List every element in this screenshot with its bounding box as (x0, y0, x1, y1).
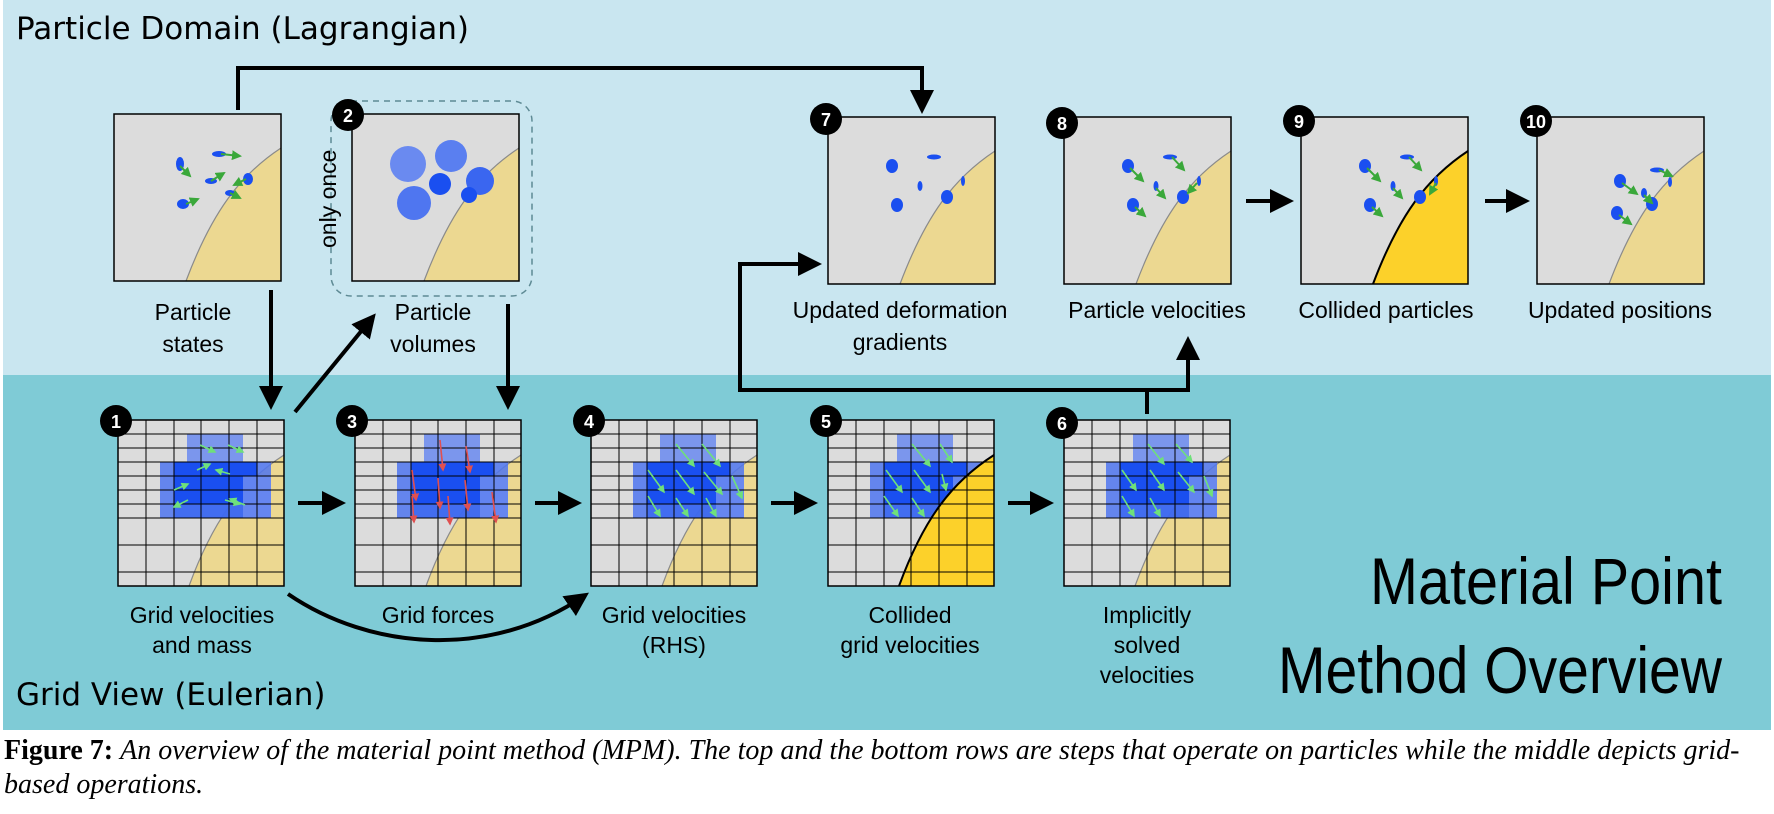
step-badge-9: 9 (1283, 105, 1315, 137)
label-particle-volumes-1: Particle (395, 299, 472, 325)
svg-text:5: 5 (821, 412, 831, 432)
mpm-diagram: Particle Domain (Lagrangian) Grid View (… (3, 0, 1771, 730)
label-g6-2: solved (1114, 632, 1180, 658)
label-g5-2: grid velocities (840, 632, 979, 658)
label-g4-2: (RHS) (642, 632, 706, 658)
label-particle-states-1: Particle (155, 299, 232, 325)
panel-particle-volumes (351, 113, 520, 282)
only-once-dashed-box (330, 100, 533, 297)
label-particle-volumes-2: volumes (390, 331, 476, 357)
label-g3: Grid forces (382, 602, 494, 628)
svg-text:8: 8 (1057, 114, 1067, 134)
panel-particle-velocities (1063, 116, 1232, 285)
panel-grid-velocities-and-mass (117, 419, 285, 587)
arrow-states-to-deformation (236, 66, 934, 114)
main-title-line2: Method Overview (1278, 633, 1722, 707)
step-badge-3: 3 (336, 405, 368, 437)
panel-implicitly-solved-velocities (1063, 419, 1231, 587)
step-badge-1: 1 (100, 405, 132, 437)
particle-domain-title: Particle Domain (Lagrangian) (16, 11, 469, 47)
svg-text:10: 10 (1526, 112, 1546, 132)
panel-updated-positions (1536, 116, 1705, 285)
step-badge-8: 8 (1046, 107, 1078, 139)
panel-collided-particles (1300, 116, 1469, 285)
only-once-note: only once (315, 150, 341, 248)
panel-updated-deformation-gradients (827, 116, 996, 285)
label-p8: Particle velocities (1068, 297, 1246, 323)
label-g6-3: velocities (1100, 662, 1195, 688)
caption-text: An overview of the material point method… (4, 735, 1740, 800)
step-badge-4: 4 (573, 405, 605, 437)
svg-text:2: 2 (343, 106, 353, 126)
svg-text:7: 7 (821, 110, 831, 130)
step-badge-5: 5 (810, 405, 842, 437)
step-badge-7: 7 (810, 103, 842, 135)
svg-text:6: 6 (1057, 414, 1067, 434)
label-p10: Updated positions (1528, 297, 1712, 323)
step-badge-6: 6 (1046, 407, 1078, 439)
arrow-g6-to-deformation-and-velocities (738, 252, 1149, 414)
arrow-g6-to-particle-velocities (1147, 336, 1200, 392)
panel-collided-grid-velocities (827, 419, 995, 587)
panel-grid-forces (354, 419, 522, 587)
particle-volume-discs (390, 140, 494, 220)
panel-particle-states (113, 113, 282, 282)
grid-view-title: Grid View (Eulerian) (16, 677, 325, 713)
step-badge-10: 10 (1520, 105, 1552, 137)
step-badge-2: 2 (332, 99, 364, 131)
svg-text:9: 9 (1294, 112, 1304, 132)
figure-caption: Figure 7: An overview of the material po… (4, 734, 1770, 802)
arrow-grid1-to-volumes (293, 313, 376, 414)
label-g5-1: Collided (868, 602, 951, 628)
svg-text:3: 3 (347, 412, 357, 432)
label-g1-1: Grid velocities (130, 602, 274, 628)
label-g6-1: Implicitly (1103, 602, 1192, 628)
label-g4-1: Grid velocities (602, 602, 746, 628)
svg-text:1: 1 (111, 412, 121, 432)
label-p7-1: Updated deformation (793, 297, 1008, 323)
panel-grid-velocities-rhs (590, 419, 758, 587)
flow-arrows (236, 66, 1530, 643)
arrow-g1-curve-to-g4 (286, 592, 589, 643)
label-p7-2: gradients (853, 329, 948, 355)
label-particle-states-2: states (162, 331, 223, 357)
caption-label: Figure 7: (4, 735, 114, 766)
label-p9: Collided particles (1298, 297, 1473, 323)
main-title-line1: Material Point (1370, 544, 1722, 618)
svg-text:4: 4 (584, 412, 594, 432)
label-g1-2: and mass (152, 632, 252, 658)
